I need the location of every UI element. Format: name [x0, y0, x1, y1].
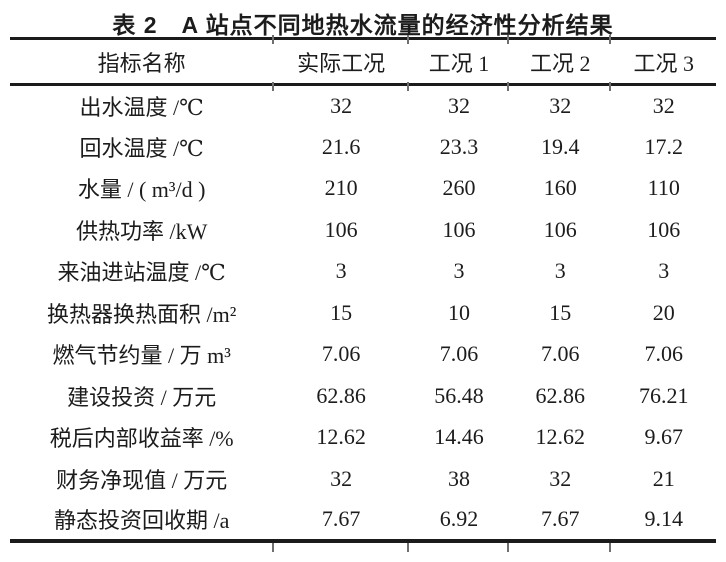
row-label: 供热功率 /kW	[75, 218, 208, 244]
row-label: 来油进站温度 /℃	[57, 260, 226, 286]
column-rule-tick	[272, 543, 274, 552]
table-row: 出水温度 /℃ 32 32 32 32	[10, 85, 716, 127]
value-cell: 7.06	[644, 341, 683, 367]
column-rule-tick	[407, 82, 409, 91]
value-cell: 17.2	[644, 133, 683, 159]
value-cell: 10	[448, 299, 470, 325]
value-cell: 7.06	[321, 341, 361, 367]
column-header-indicator-name: 指标名称	[97, 50, 186, 76]
value-cell: 62.86	[316, 382, 366, 408]
column-rule-tick	[272, 82, 274, 91]
row-label: 税后内部收益率 /%	[49, 426, 234, 452]
column-rule-tick	[272, 35, 274, 44]
table-row: 燃气节约量 / 万 m³ 7.06 7.06 7.06 7.06	[10, 334, 716, 376]
table-row: 税后内部收益率 /% 12.62 14.46 12.62 9.67	[10, 417, 716, 459]
value-cell: 3	[335, 258, 347, 284]
table-row: 水量 / ( m³/d ) 210 260 160 110	[10, 168, 716, 210]
value-cell: 21.6	[321, 133, 361, 159]
value-cell: 9.67	[644, 424, 683, 450]
value-cell: 160	[543, 175, 577, 201]
column-header: 工况 3	[633, 50, 694, 76]
column-rule-tick	[507, 35, 509, 44]
table-row: 换热器换热面积 /m² 15 10 15 20	[10, 292, 716, 334]
value-cell: 19.4	[541, 133, 580, 159]
value-cell: 106	[647, 216, 681, 242]
value-cell: 12.62	[316, 424, 366, 450]
column-rule-tick	[407, 35, 409, 44]
column-header: 工况 1	[428, 50, 490, 76]
row-label: 回水温度 /℃	[79, 135, 204, 161]
row-label: 建设投资 / 万元	[67, 384, 217, 410]
value-cell: 32	[330, 465, 353, 491]
column-rule-tick	[609, 35, 611, 44]
value-cell: 12.62	[535, 424, 586, 450]
value-cell: 32	[330, 93, 353, 118]
column-rule-tick	[507, 82, 509, 91]
value-cell: 32	[549, 465, 572, 491]
value-cell: 21	[652, 465, 675, 491]
table-row: 回水温度 /℃ 21.6 23.3 19.4 17.2	[10, 126, 716, 168]
value-cell: 32	[549, 93, 572, 118]
value-cell: 20	[652, 299, 675, 325]
table-row: 财务净现值 / 万元 32 38 32 21	[10, 458, 716, 500]
table-row: 静态投资回收期 /a 7.67 6.92 7.67 9.14	[10, 500, 716, 541]
row-label: 静态投资回收期 /a	[53, 508, 230, 534]
value-cell: 106	[442, 216, 476, 242]
value-cell: 15	[549, 299, 572, 325]
value-cell: 7.67	[321, 506, 361, 532]
row-label: 水量 / ( m³/d )	[77, 177, 206, 203]
column-header: 工况 2	[530, 50, 591, 76]
column-rule-tick	[609, 82, 611, 91]
value-cell: 38	[448, 465, 470, 491]
value-cell: 3	[453, 258, 465, 284]
value-cell: 15	[330, 299, 353, 325]
value-cell: 6.92	[439, 506, 479, 532]
table-row: 供热功率 /kW 106 106 106 106	[10, 209, 716, 251]
value-cell: 7.06	[541, 341, 580, 367]
value-cell: 7.67	[541, 506, 580, 532]
value-cell: 9.14	[644, 506, 683, 532]
value-cell: 14.46	[434, 424, 484, 450]
table-caption: 表 2 A 站点不同地热水流量的经济性分析结果	[112, 12, 614, 38]
value-cell: 260	[442, 175, 476, 201]
table-row: 来油进站温度 /℃ 3 3 3 3	[10, 251, 716, 293]
value-cell: 32	[652, 93, 675, 118]
column-header: 实际工况	[297, 50, 386, 76]
value-cell: 3	[554, 258, 566, 284]
row-label: 换热器换热面积 /m²	[47, 301, 237, 327]
value-cell: 210	[324, 175, 358, 201]
column-rule-tick	[507, 543, 509, 552]
column-rule-tick	[407, 543, 409, 552]
economics-table: 指标名称 实际工况 工况 1 工况 2 工况 3 出水温度 /℃ 32 32 32 32 回水温度…	[10, 37, 716, 543]
table-body: 出水温度 /℃ 32 32 32 32 回水温度 /℃ 21.6 23.3 19.4 17.2 水量…	[10, 85, 716, 541]
value-cell: 3	[658, 258, 670, 284]
value-cell: 62.86	[535, 382, 586, 408]
value-cell: 56.48	[434, 382, 484, 408]
column-rule-tick	[609, 543, 611, 552]
row-label: 出水温度 /℃	[79, 95, 204, 120]
table-row: 建设投资 / 万元 62.86 56.48 62.86 76.21	[10, 375, 716, 417]
header-row: 指标名称 实际工况 工况 1 工况 2 工况 3	[10, 38, 716, 85]
value-cell: 106	[324, 216, 358, 242]
value-cell: 7.06	[439, 341, 479, 367]
value-cell: 23.3	[439, 133, 479, 159]
row-label: 燃气节约量 / 万 m³	[52, 343, 231, 369]
value-cell: 32	[448, 93, 470, 118]
value-cell: 110	[647, 175, 680, 201]
row-label: 财务净现值 / 万元	[56, 467, 228, 493]
value-cell: 106	[543, 216, 577, 242]
value-cell: 76.21	[638, 382, 689, 408]
